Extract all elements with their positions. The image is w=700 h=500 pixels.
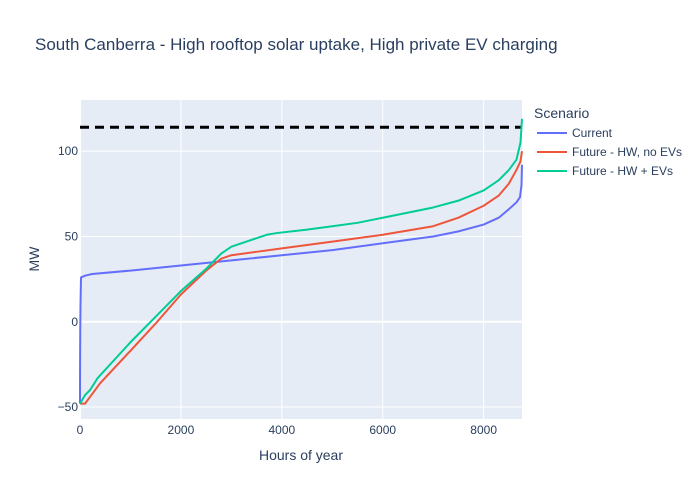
y-tick-label: 50 [65,229,79,243]
legend-label: Current [572,126,613,140]
series-line-1 [80,151,523,405]
y-tick-label: 100 [58,144,78,158]
tick-labels: 0 2000 4000 6000 8000 −50 0 50 100 [58,144,498,437]
legend[interactable]: Scenario Current Future - HW, no EVs Futur… [534,105,682,178]
x-tick-label: 8000 [470,423,497,437]
plot-background [80,100,522,419]
x-tick-label: 6000 [369,423,396,437]
legend-label: Future - HW, no EVs [572,145,682,159]
legend-items: Current Future - HW, no EVs Future - HW + … [537,126,682,178]
y-axis-title: MW [26,246,42,272]
y-tick-label: −50 [58,400,79,414]
legend-label: Future - HW + EVs [572,164,673,178]
legend-title: Scenario [534,105,589,121]
y-tick-label: 0 [71,315,78,329]
series-line-0 [79,164,523,404]
x-tick-label: 4000 [268,423,295,437]
x-tick-label: 0 [77,423,84,437]
chart-title: South Canberra - High rooftop solar upta… [35,35,558,54]
series-line-2 [79,118,523,405]
x-axis-title: Hours of year [259,447,343,463]
series-layer [79,118,523,405]
x-tick-label: 2000 [168,423,195,437]
